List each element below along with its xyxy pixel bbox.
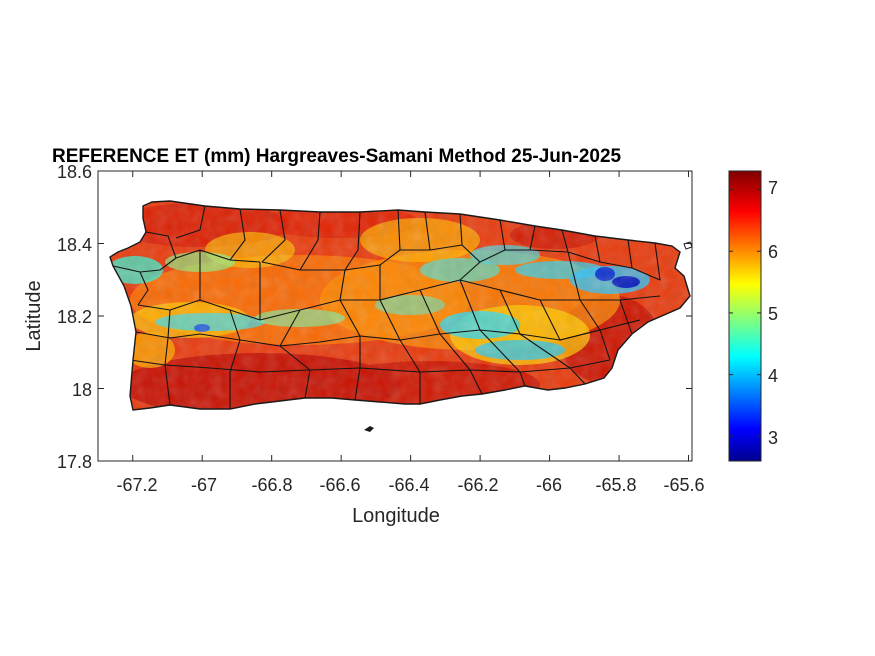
y-tick-label: 18.4	[57, 235, 92, 255]
colorbar-tick-label: 3	[768, 428, 778, 448]
colorbar-tick-label: 6	[768, 242, 778, 262]
colorbar	[728, 170, 762, 462]
x-axis-label: Longitude	[352, 505, 440, 527]
x-tick-label: -66.2	[457, 475, 498, 495]
et-heatmap	[110, 201, 690, 410]
x-tick-label: -65.6	[663, 475, 704, 495]
x-tick-label: -66.8	[251, 475, 292, 495]
x-tick-label: -66	[536, 475, 562, 495]
colorbar-tick-label: 5	[768, 304, 778, 324]
x-tick-label: -65.8	[595, 475, 636, 495]
x-tick-label: -66.6	[319, 475, 360, 495]
x-tick-label: -67	[191, 475, 217, 495]
east-islet	[683, 241, 693, 250]
y-tick-label: 17.8	[57, 452, 92, 472]
colorbar-tick-labels: 7 6 5 4 3	[768, 178, 778, 448]
y-tick-label: 18	[72, 380, 92, 400]
y-axis-ticks	[98, 170, 692, 462]
y-tick-label: 18.2	[57, 307, 92, 327]
colorbar-tick-label: 7	[768, 178, 778, 198]
y-tick-labels: 18.6 18.4 18.2 18 17.8	[57, 162, 92, 472]
y-axis-label: Latitude	[23, 280, 45, 351]
x-axis-ticks	[132, 171, 690, 461]
colorbar-tick-label: 4	[768, 366, 778, 386]
x-tick-label: -67.2	[116, 475, 157, 495]
y-tick-label: 18.6	[57, 162, 92, 182]
caja-de-muertos-island	[364, 426, 374, 432]
municipality-boundaries	[112, 205, 661, 409]
chart-title: REFERENCE ET (mm) Hargreaves-Samani Meth…	[52, 146, 622, 167]
x-tick-labels: -67.2 -67 -66.8 -66.6 -66.4 -66.2 -66 -6…	[116, 475, 704, 495]
colorbar-ticks	[729, 189, 761, 437]
x-tick-label: -66.4	[388, 475, 429, 495]
